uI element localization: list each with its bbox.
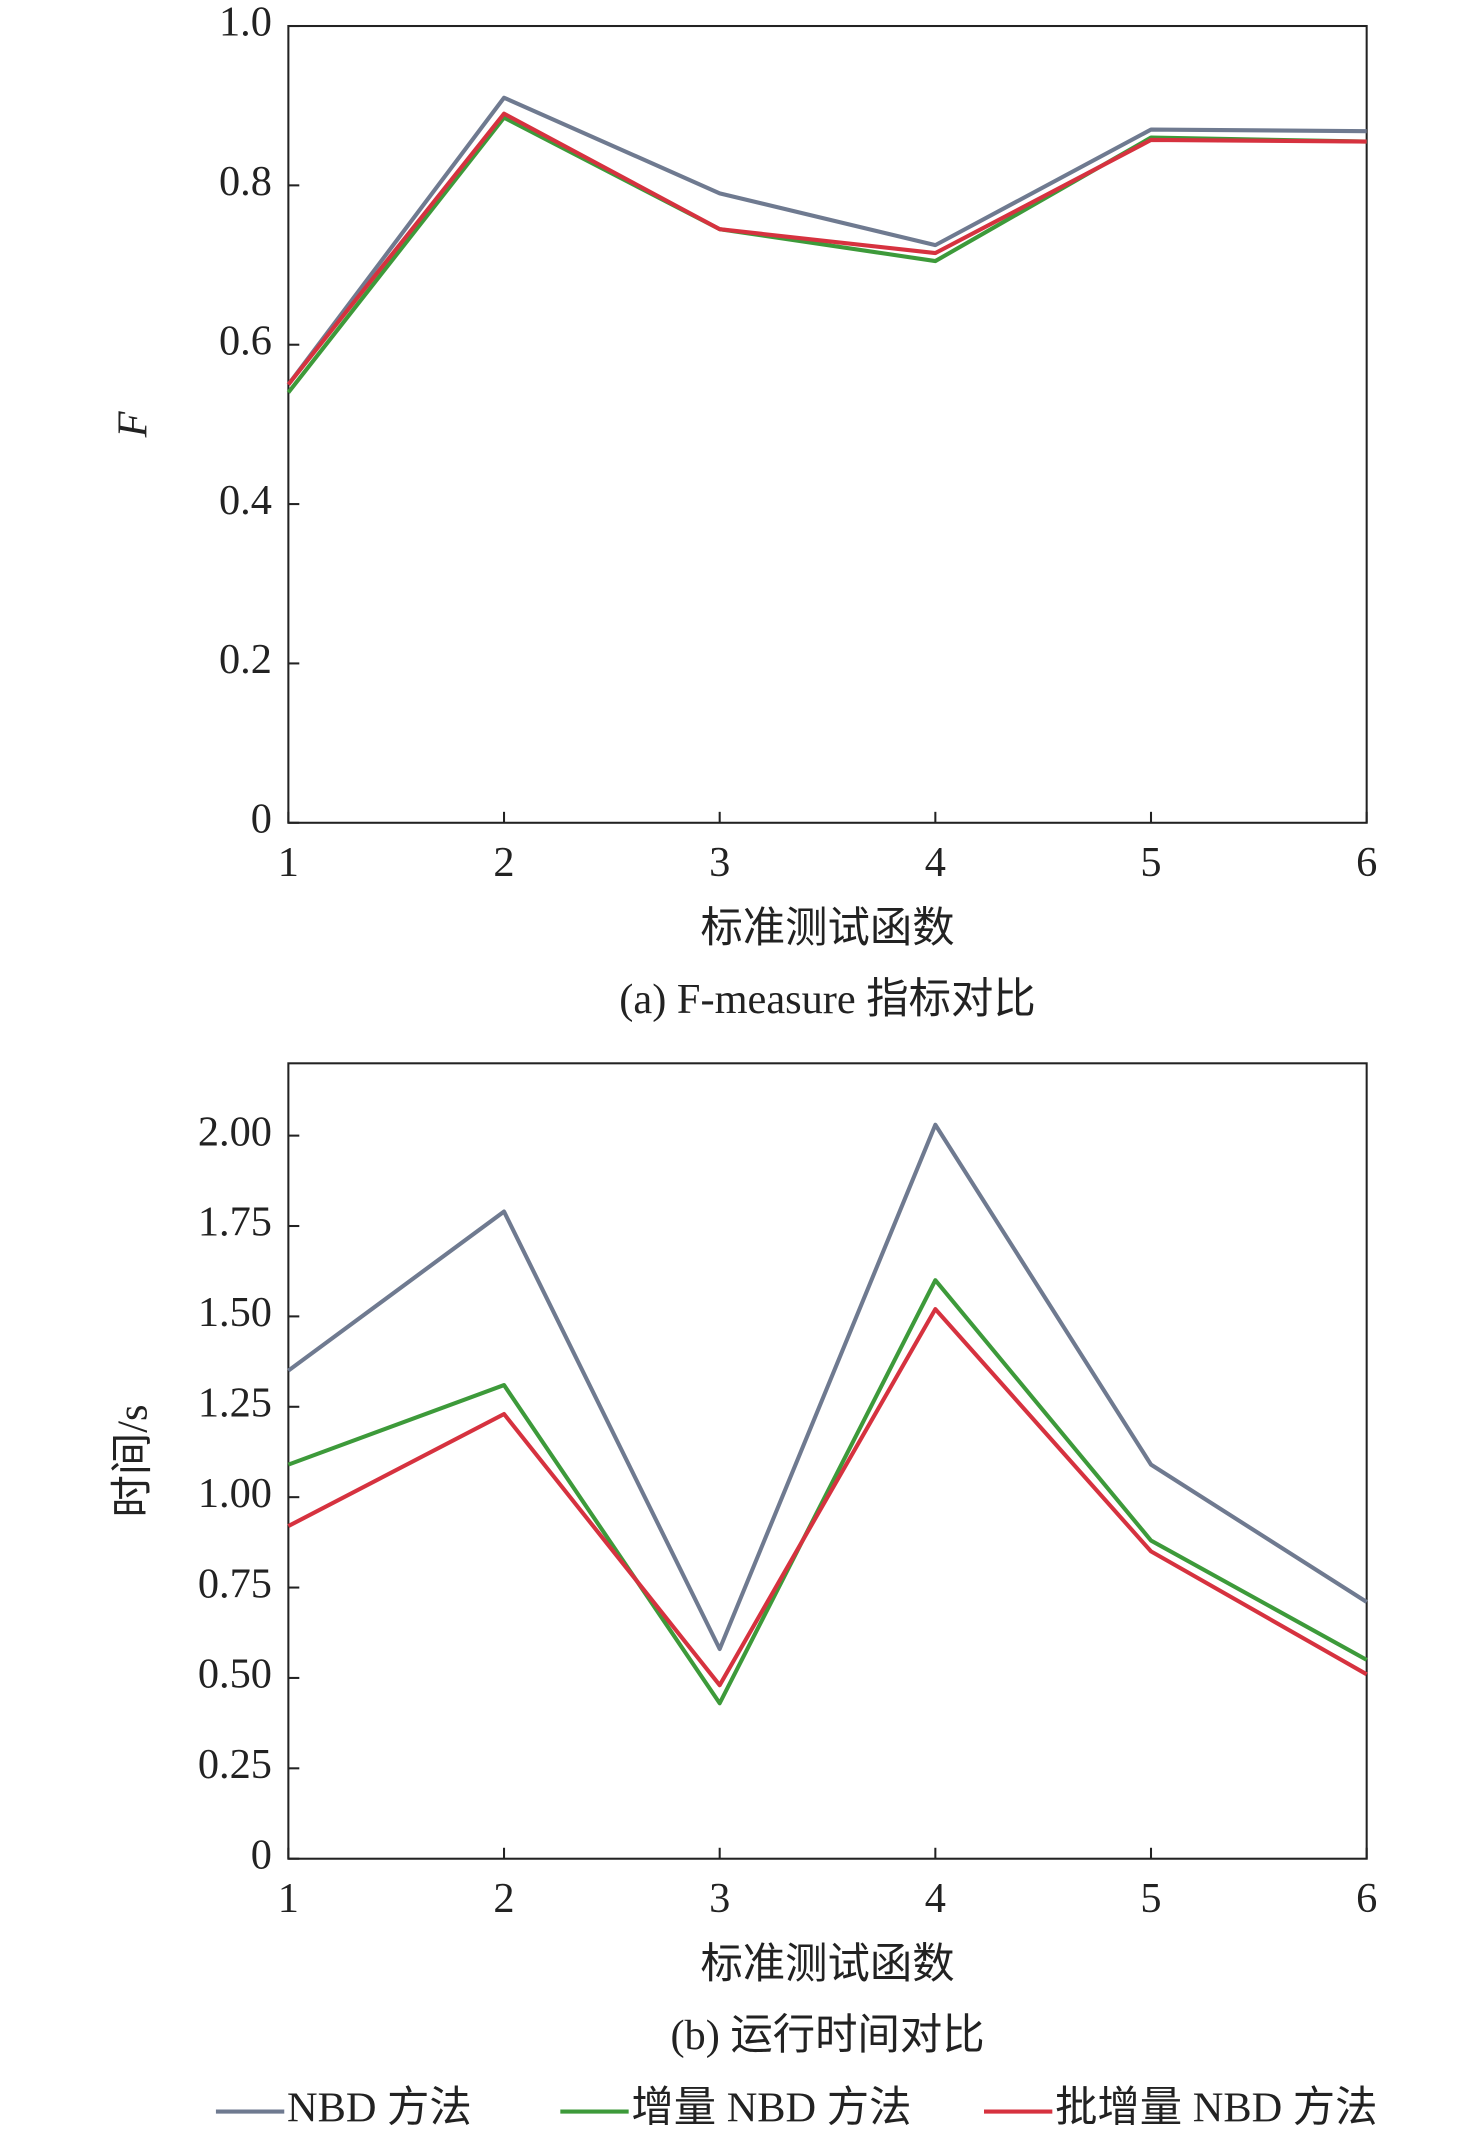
plot-frame — [287, 24, 1368, 824]
series-line — [287, 1307, 1368, 1688]
y-tick-label: 0.4 — [219, 477, 272, 524]
x-tick-label: 6 — [1356, 1875, 1377, 1922]
plot-frame — [287, 1062, 1368, 1860]
x-axis-label: 标准测试函数 — [700, 1941, 954, 1988]
legend-label: 批增量 NBD 方法 — [1055, 2084, 1377, 2131]
y-tick-label: 0 — [251, 795, 272, 842]
x-tick-label: 1 — [278, 839, 299, 886]
series-line — [287, 1122, 1368, 1652]
x-tick-label: 2 — [493, 839, 514, 886]
legend-label: NBD 方法 — [287, 2084, 472, 2131]
legend-label: 增量 NBD 方法 — [631, 2084, 911, 2131]
x-tick-label: 5 — [1140, 839, 1161, 886]
y-axis-label: F — [109, 410, 156, 438]
y-tick-label: 1.75 — [198, 1199, 272, 1246]
x-tick-label: 5 — [1140, 1875, 1161, 1922]
x-tick-label: 3 — [709, 839, 730, 886]
series-line — [287, 1278, 1368, 1706]
y-tick-label: 1.50 — [198, 1289, 272, 1336]
y-tick-label: 0.25 — [198, 1741, 272, 1788]
x-tick-label: 6 — [1356, 839, 1377, 886]
y-tick-label: 0.6 — [219, 317, 272, 364]
y-tick-label: 1.25 — [198, 1379, 272, 1426]
y-tick-label: 2.00 — [198, 1108, 272, 1155]
series-line — [286, 111, 1367, 386]
y-axis-label: 时间/s — [109, 1405, 156, 1518]
x-tick-label: 2 — [493, 1875, 514, 1922]
y-tick-label: 0.8 — [219, 158, 272, 205]
caption: (a) F-measure 指标对比 — [619, 976, 1035, 1023]
x-tick-label: 4 — [925, 1875, 946, 1922]
caption: (b) 运行时间对比 — [670, 2012, 984, 2059]
y-tick-label: 0 — [251, 1831, 272, 1878]
series-line — [286, 95, 1367, 386]
x-tick-label: 4 — [925, 839, 946, 886]
x-tick-label: 3 — [709, 1875, 730, 1922]
y-tick-label: 0.50 — [198, 1651, 272, 1698]
y-tick-label: 0.75 — [198, 1560, 272, 1607]
y-tick-label: 0.2 — [219, 636, 272, 683]
x-axis-label: 标准测试函数 — [700, 905, 954, 952]
y-tick-label: 1.0 — [219, 0, 272, 46]
series-line — [286, 115, 1367, 394]
y-tick-label: 1.00 — [198, 1470, 272, 1517]
x-tick-label: 1 — [278, 1875, 299, 1922]
